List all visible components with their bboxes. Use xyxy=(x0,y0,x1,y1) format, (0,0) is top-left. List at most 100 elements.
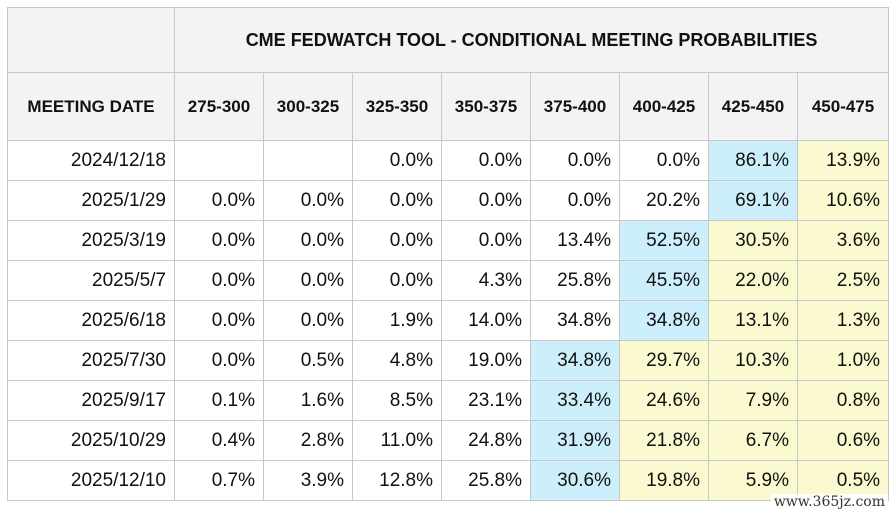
probability-cell: 0.0% xyxy=(441,140,531,181)
meeting-date-cell: 2025/1/29 xyxy=(7,180,175,221)
probability-cell: 25.8% xyxy=(530,260,620,301)
header-row: MEETING DATE 275-300 300-325 325-350 350-37… xyxy=(7,72,890,141)
probability-cell: 0.0% xyxy=(530,140,620,181)
probability-cell: 30.5% xyxy=(708,220,798,261)
probability-cell: 1.3% xyxy=(796,300,890,341)
probability-cell: 23.1% xyxy=(441,380,531,421)
probability-cell: 34.8% xyxy=(530,340,620,381)
probability-cell: 5.9% xyxy=(708,460,798,501)
title-row: CME FEDWATCH TOOL - CONDITIONAL MEETING … xyxy=(7,7,890,73)
probability-cell: 52.5% xyxy=(619,220,709,261)
probability-cell: 0.0% xyxy=(263,220,353,261)
probability-cell: 0.7% xyxy=(174,460,264,501)
probability-cell: 1.6% xyxy=(263,380,353,421)
table-title: CME FEDWATCH TOOL - CONDITIONAL MEETING … xyxy=(173,7,890,73)
table-row: 2025/1/29 0.0% 0.0% 0.0% 0.0% 0.0% 20.2% 69.1% 1… xyxy=(7,180,890,221)
probability-cell: 4.8% xyxy=(352,340,442,381)
table-row: 2025/6/18 0.0% 0.0% 1.9% 14.0% 34.8% 34.8% 13.1… xyxy=(7,300,890,341)
probability-cell: 0.5% xyxy=(796,460,890,501)
probability-cell: 11.0% xyxy=(352,420,442,461)
probability-cell: 31.9% xyxy=(530,420,620,461)
meeting-date-header: MEETING DATE xyxy=(7,72,175,141)
probability-cell: 4.3% xyxy=(441,260,531,301)
probability-cell: 3.6% xyxy=(796,220,890,261)
probability-cell: 86.1% xyxy=(708,140,798,181)
meeting-date-cell: 2025/5/7 xyxy=(7,260,175,301)
probability-cell: 0.0% xyxy=(174,220,264,261)
column-header: 400-425 xyxy=(619,72,709,141)
column-header: 350-375 xyxy=(441,72,531,141)
watermark: www.365jz.com xyxy=(770,494,888,510)
probability-cell: 10.6% xyxy=(796,180,890,221)
probability-cell: 69.1% xyxy=(708,180,798,221)
meeting-date-cell: 2025/10/29 xyxy=(7,420,175,461)
probability-cell: 0.0% xyxy=(441,180,531,221)
probability-cell: 13.4% xyxy=(530,220,620,261)
probability-cell: 0.0% xyxy=(263,260,353,301)
table-row: 2025/5/7 0.0% 0.0% 0.0% 4.3% 25.8% 45.5% 22.0% 2… xyxy=(7,260,890,301)
table-row: 2025/12/10 0.7% 3.9% 12.8% 25.8% 30.6% 19.8% 5.… xyxy=(7,460,890,501)
probability-cell: 12.8% xyxy=(352,460,442,501)
probability-cell: 10.3% xyxy=(708,340,798,381)
probability-cell: 34.8% xyxy=(619,300,709,341)
probability-cell: 0.0% xyxy=(352,180,442,221)
probability-cell: 0.0% xyxy=(352,260,442,301)
corner-cell xyxy=(7,7,175,73)
probability-cell: 8.5% xyxy=(352,380,442,421)
probability-cell: 0.0% xyxy=(619,140,709,181)
probability-cell: 7.9% xyxy=(708,380,798,421)
probability-cell: 30.6% xyxy=(530,460,620,501)
probability-cell: 24.6% xyxy=(619,380,709,421)
probability-cell xyxy=(263,140,353,181)
probability-cell: 19.0% xyxy=(441,340,531,381)
probability-cell: 19.8% xyxy=(619,460,709,501)
table-row: 2025/7/30 0.0% 0.5% 4.8% 19.0% 34.8% 29.7% 10.3… xyxy=(7,340,890,381)
probability-cell: 0.5% xyxy=(263,340,353,381)
probability-cell: 20.2% xyxy=(619,180,709,221)
column-header: 450-475 xyxy=(796,72,890,141)
probability-cell: 0.8% xyxy=(796,380,890,421)
probability-cell: 45.5% xyxy=(619,260,709,301)
probability-cell: 22.0% xyxy=(708,260,798,301)
probability-cell: 14.0% xyxy=(441,300,531,341)
probability-cell: 34.8% xyxy=(530,300,620,341)
probability-cell: 29.7% xyxy=(619,340,709,381)
probability-cell: 13.9% xyxy=(796,140,890,181)
meeting-date-cell: 2025/7/30 xyxy=(7,340,175,381)
column-header: 300-325 xyxy=(263,72,353,141)
probability-cell: 0.0% xyxy=(174,300,264,341)
probability-cell: 1.9% xyxy=(352,300,442,341)
probability-cell xyxy=(174,140,264,181)
meeting-date-cell: 2025/3/19 xyxy=(7,220,175,261)
probability-cell: 2.5% xyxy=(796,260,890,301)
column-header: 425-450 xyxy=(708,72,798,141)
probability-cell: 0.0% xyxy=(174,260,264,301)
meeting-date-cell: 2025/6/18 xyxy=(7,300,175,341)
probability-cell: 0.1% xyxy=(174,380,264,421)
probability-cell: 6.7% xyxy=(708,420,798,461)
column-header: 375-400 xyxy=(530,72,620,141)
probability-cell: 0.0% xyxy=(530,180,620,221)
probability-cell: 0.0% xyxy=(174,340,264,381)
probability-cell: 0.0% xyxy=(263,300,353,341)
probability-cell: 25.8% xyxy=(441,460,531,501)
probability-cell: 0.6% xyxy=(796,420,890,461)
table-row: 2025/9/17 0.1% 1.6% 8.5% 23.1% 33.4% 24.6% 7.9%… xyxy=(7,380,890,421)
probability-cell: 0.0% xyxy=(441,220,531,261)
probability-cell: 0.0% xyxy=(352,140,442,181)
probability-cell: 21.8% xyxy=(619,420,709,461)
meeting-date-cell: 2025/12/10 xyxy=(7,460,175,501)
probability-cell: 0.4% xyxy=(174,420,264,461)
probability-cell: 0.0% xyxy=(174,180,264,221)
table-row: 2025/10/29 0.4% 2.8% 11.0% 24.8% 31.9% 21.8% 6.… xyxy=(7,420,890,461)
meeting-date-cell: 2025/9/17 xyxy=(7,380,175,421)
probability-cell: 1.0% xyxy=(796,340,890,381)
probability-cell: 13.1% xyxy=(708,300,798,341)
probability-table: CME FEDWATCH TOOL - CONDITIONAL MEETING … xyxy=(7,7,890,501)
probability-cell: 3.9% xyxy=(263,460,353,501)
probability-cell: 2.8% xyxy=(263,420,353,461)
table-body: 2024/12/18 0.0% 0.0% 0.0% 0.0% 86.1% 13.9% 2025… xyxy=(7,140,890,501)
probability-cell: 33.4% xyxy=(530,380,620,421)
probability-cell: 0.0% xyxy=(352,220,442,261)
probability-cell: 24.8% xyxy=(441,420,531,461)
